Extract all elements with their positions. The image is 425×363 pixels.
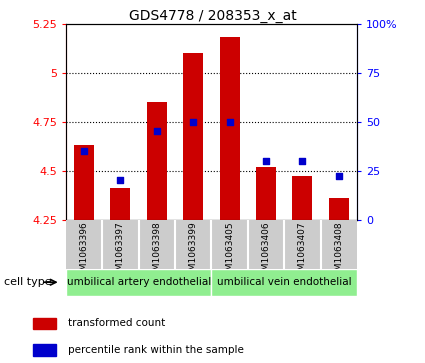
Text: umbilical artery endothelial: umbilical artery endothelial bbox=[67, 277, 211, 287]
Point bbox=[226, 119, 233, 125]
Point bbox=[117, 178, 124, 183]
Bar bbox=[256, 167, 276, 220]
Text: GSM1063405: GSM1063405 bbox=[225, 221, 234, 282]
Text: GSM1063399: GSM1063399 bbox=[189, 221, 198, 282]
Bar bbox=[110, 188, 130, 220]
Text: GSM1063397: GSM1063397 bbox=[116, 221, 125, 282]
Point bbox=[263, 158, 269, 164]
Point bbox=[153, 129, 160, 134]
Bar bbox=[292, 176, 312, 220]
Bar bbox=[211, 269, 357, 296]
Text: GSM1063408: GSM1063408 bbox=[334, 221, 343, 282]
Text: transformed count: transformed count bbox=[68, 318, 165, 329]
Bar bbox=[183, 53, 203, 220]
Point bbox=[335, 174, 342, 179]
Text: cell type: cell type bbox=[4, 277, 52, 287]
Text: GSM1063406: GSM1063406 bbox=[261, 221, 271, 282]
Text: GSM1063398: GSM1063398 bbox=[152, 221, 162, 282]
Point bbox=[299, 158, 306, 164]
Point bbox=[190, 119, 197, 125]
Bar bbox=[66, 269, 211, 296]
Bar bbox=[329, 198, 349, 220]
Point bbox=[81, 148, 88, 154]
Text: GSM1063396: GSM1063396 bbox=[79, 221, 88, 282]
Bar bbox=[74, 145, 94, 220]
Text: umbilical vein endothelial: umbilical vein endothelial bbox=[217, 277, 351, 287]
Text: GDS4778 / 208353_x_at: GDS4778 / 208353_x_at bbox=[129, 9, 296, 23]
Text: GSM1063407: GSM1063407 bbox=[298, 221, 307, 282]
Text: percentile rank within the sample: percentile rank within the sample bbox=[68, 345, 244, 355]
Bar bbox=[220, 37, 240, 220]
Bar bbox=[33, 344, 56, 356]
Bar bbox=[33, 318, 56, 329]
Bar bbox=[147, 102, 167, 220]
